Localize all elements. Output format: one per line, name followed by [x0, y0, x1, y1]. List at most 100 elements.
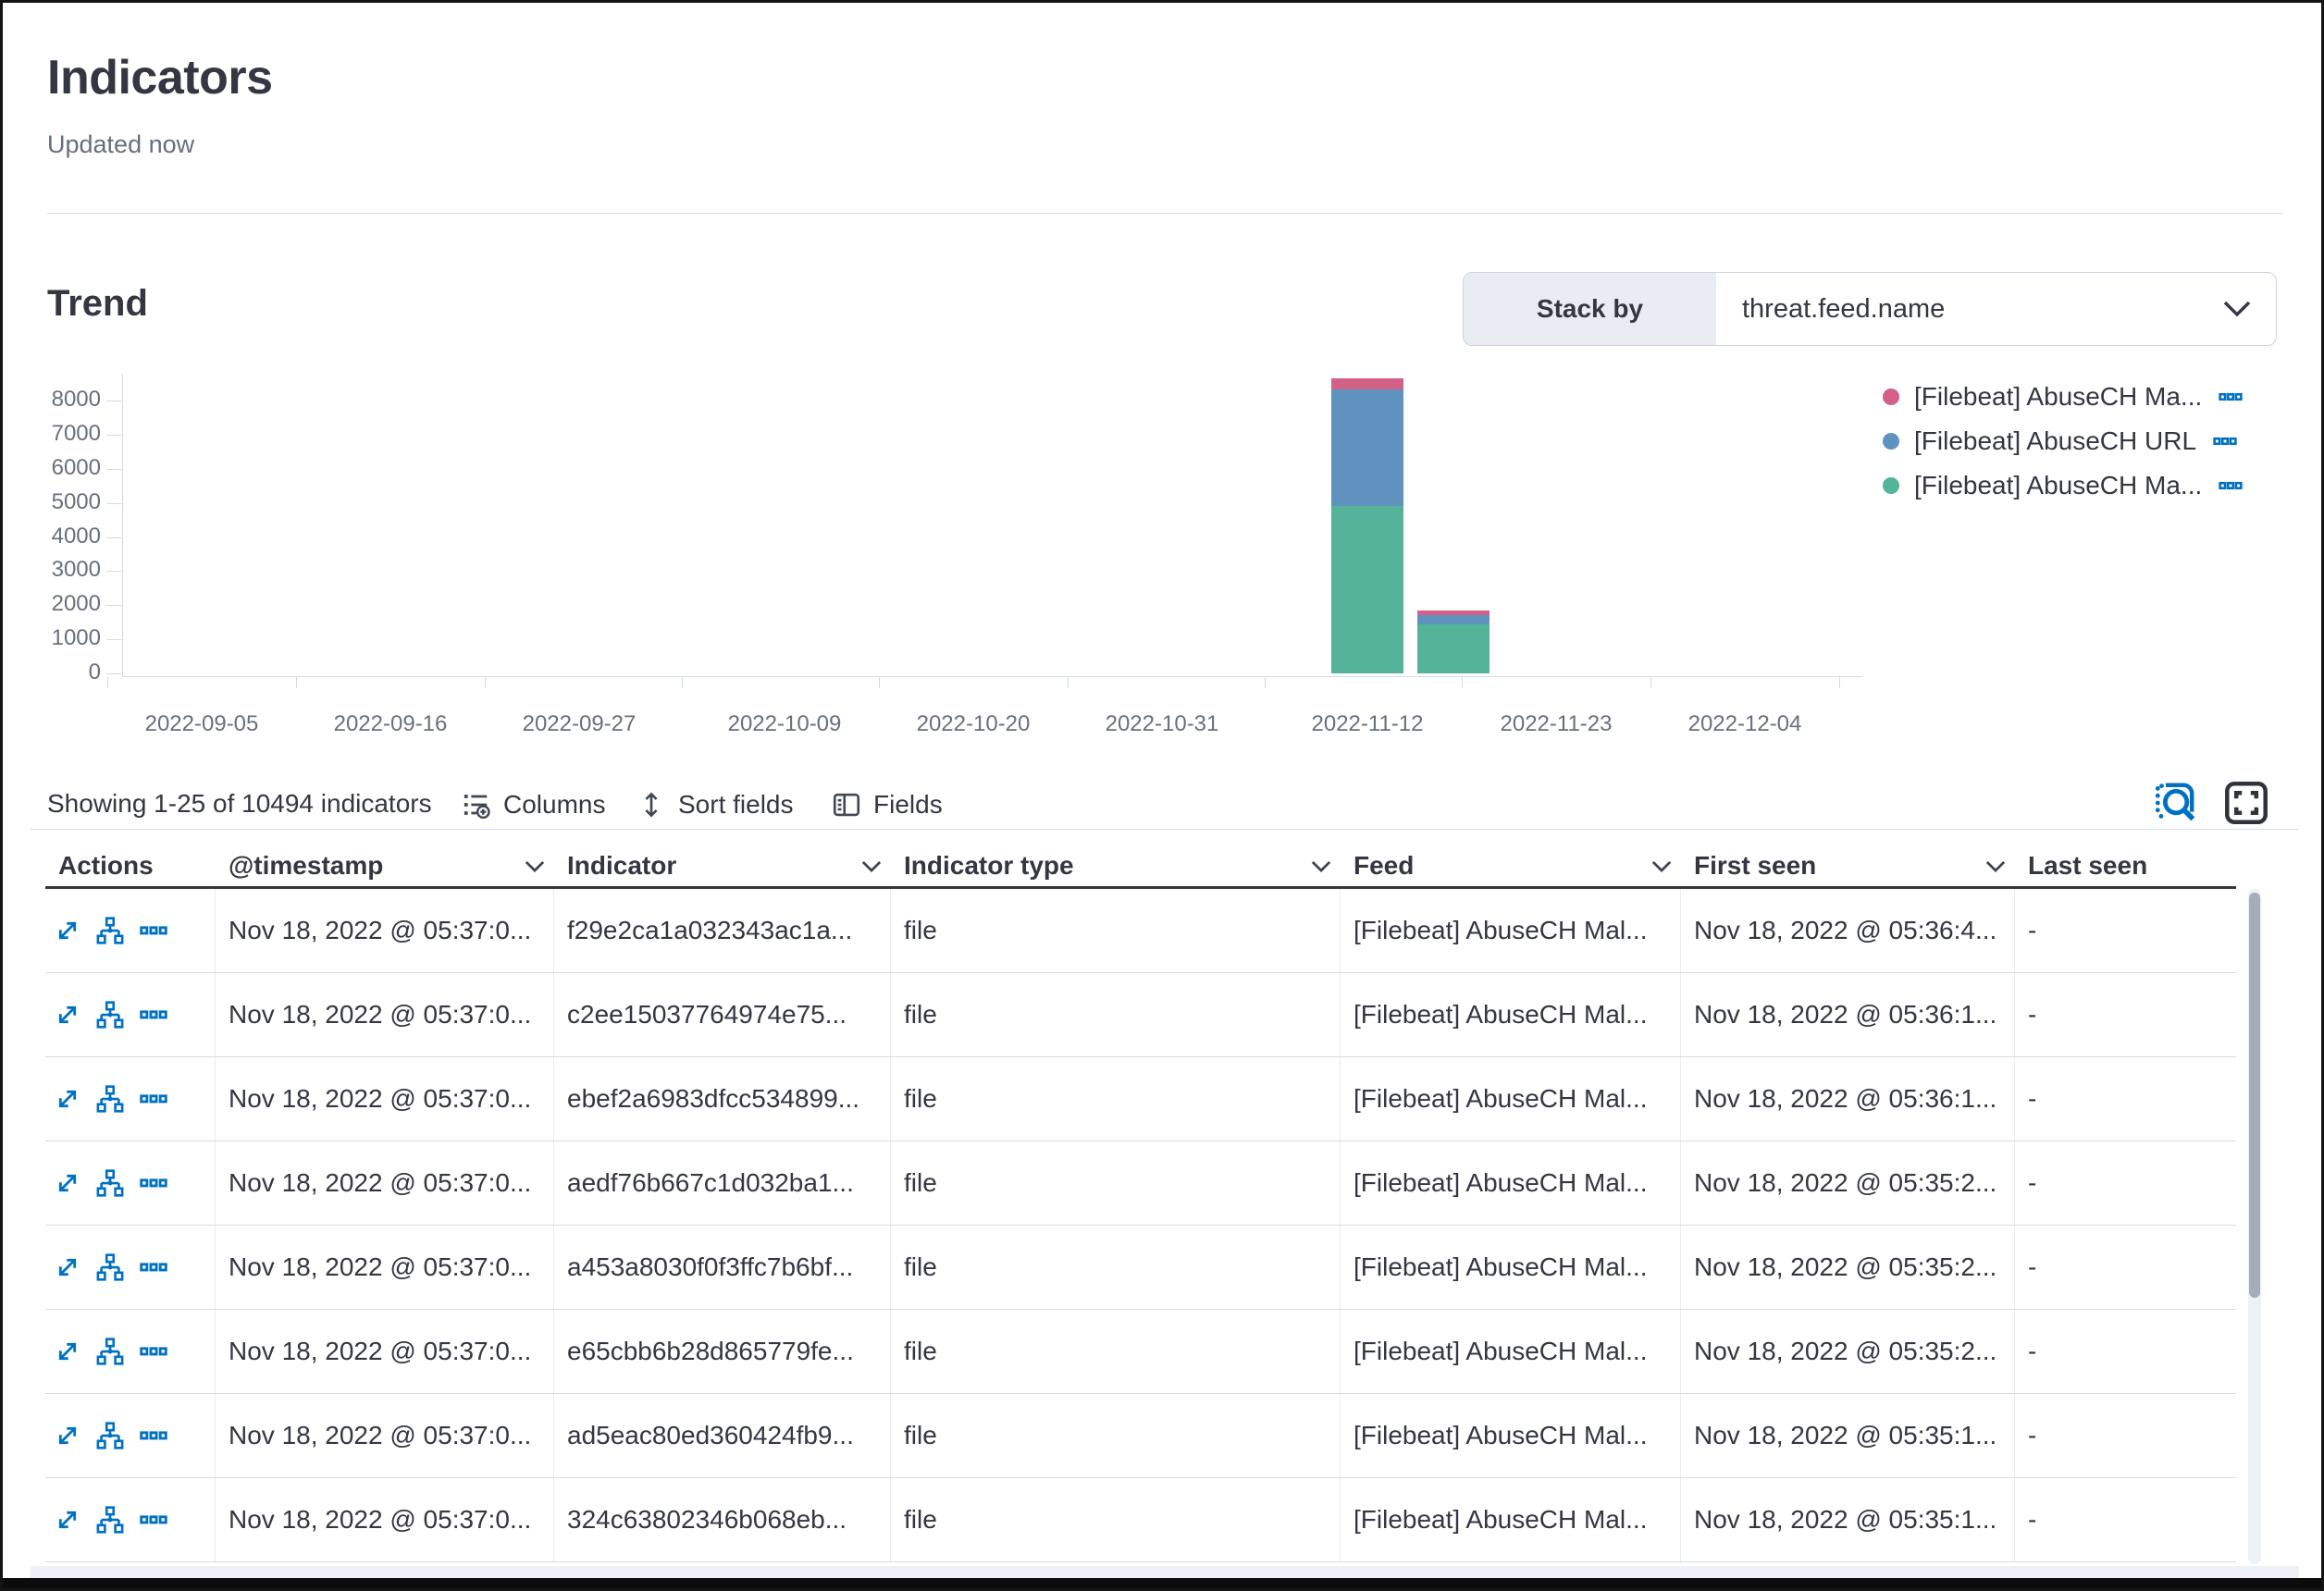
more-actions-icon[interactable]: [140, 1085, 167, 1113]
stack-by-select[interactable]: threat.feed.name: [1716, 273, 2276, 345]
x-axis-tick: [296, 677, 297, 688]
toolbar-divider: [31, 829, 2299, 830]
add-to-timeline-icon[interactable]: [96, 1253, 124, 1281]
cell-first-seen: Nov 18, 2022 @ 05:35:2...: [1681, 1310, 2015, 1393]
bar-segment[interactable]: [1331, 388, 1403, 507]
more-actions-icon[interactable]: [140, 1422, 167, 1449]
legend-color-dot: [1883, 477, 1899, 494]
more-actions-icon[interactable]: [140, 1506, 167, 1534]
stack-by-selected-value: threat.feed.name: [1742, 293, 1946, 324]
cell-first-seen: Nov 18, 2022 @ 05:36:4...: [1681, 889, 2015, 972]
bar-segment[interactable]: [1331, 506, 1403, 673]
columns-button[interactable]: Columns: [463, 784, 605, 825]
open-details-icon[interactable]: [55, 1423, 80, 1449]
cell-indicator-type: file: [891, 1141, 1341, 1225]
y-axis-tick-label: 7000: [51, 420, 101, 446]
column-header-indicator[interactable]: Indicator: [554, 845, 891, 886]
add-to-timeline-icon[interactable]: [96, 1169, 124, 1197]
y-axis-tick-label: 6000: [51, 454, 101, 480]
cell-indicator: c2ee15037764974e75...: [554, 973, 891, 1056]
more-actions-icon[interactable]: [2213, 429, 2237, 453]
cell-last-seen: -: [2028, 1168, 2037, 1197]
more-actions-icon[interactable]: [140, 1338, 167, 1365]
add-to-timeline-icon[interactable]: [96, 917, 124, 944]
y-axis-tick: [106, 536, 121, 538]
inspect-button[interactable]: [2151, 780, 2197, 826]
row-actions-cell: [45, 1226, 216, 1309]
cell-last-seen: -: [2028, 916, 2037, 944]
more-actions-icon[interactable]: [140, 1253, 167, 1281]
stack-by-control: Stack by threat.feed.name: [1463, 272, 2277, 346]
column-header-actions: Actions: [45, 845, 216, 886]
cell-indicator-type: file: [891, 1394, 1341, 1477]
table-row: Nov 18, 2022 @ 05:37:0... f29e2ca1a032343…: [45, 889, 2236, 973]
open-details-icon[interactable]: [55, 918, 80, 944]
y-axis-tick: [106, 502, 121, 504]
chevron-down-icon[interactable]: [525, 860, 545, 872]
x-axis-tick: [1068, 677, 1069, 688]
x-axis-tick-label: 2022-09-27: [522, 711, 637, 736]
header-divider: [47, 213, 2282, 214]
row-actions-cell: [45, 889, 216, 972]
legend-item: [Filebeat] AbuseCH Ma...: [1883, 463, 2243, 508]
more-actions-icon[interactable]: [140, 1001, 167, 1029]
chevron-down-icon[interactable]: [1651, 860, 1672, 872]
add-to-timeline-icon[interactable]: [96, 1338, 124, 1365]
more-actions-icon[interactable]: [140, 917, 167, 944]
y-axis-tick-label: 0: [88, 660, 101, 684]
more-actions-icon[interactable]: [2219, 474, 2243, 498]
cell-indicator-type: file: [891, 1057, 1341, 1141]
x-axis-tick-label: 2022-12-04: [1687, 711, 1802, 736]
chevron-down-icon[interactable]: [861, 860, 882, 872]
column-header-feed[interactable]: Feed: [1341, 845, 1681, 886]
fullscreen-button[interactable]: [2223, 780, 2269, 826]
add-to-timeline-icon[interactable]: [96, 1506, 124, 1534]
vertical-scrollbar-thumb[interactable]: [2249, 893, 2260, 1298]
legend-item-label[interactable]: [Filebeat] AbuseCH Ma...: [1914, 471, 2203, 500]
open-details-icon[interactable]: [55, 1507, 80, 1533]
add-to-timeline-icon[interactable]: [96, 1085, 124, 1113]
bar-segment[interactable]: [1417, 623, 1490, 673]
x-axis-tick-label: 2022-11-12: [1311, 711, 1424, 736]
x-axis-tick: [485, 677, 486, 688]
trend-section-title: Trend: [47, 283, 148, 325]
chart-legend: [Filebeat] AbuseCH Ma... [Filebeat] Abuse…: [1883, 375, 2243, 508]
open-details-icon[interactable]: [55, 1170, 80, 1196]
table-row: Nov 18, 2022 @ 05:37:0... ebef2a6983dfcc5…: [45, 1057, 2236, 1141]
open-details-icon[interactable]: [55, 1002, 80, 1028]
x-axis-tick: [1265, 677, 1266, 688]
x-axis-tick-label: 2022-10-31: [1105, 711, 1219, 736]
x-axis-tick: [879, 677, 880, 688]
column-header-label: First seen: [1694, 851, 1817, 880]
add-to-timeline-icon[interactable]: [96, 1001, 124, 1029]
legend-item: [Filebeat] AbuseCH URL: [1883, 419, 2243, 463]
chevron-down-icon[interactable]: [1311, 860, 1331, 872]
legend-item-label[interactable]: [Filebeat] AbuseCH Ma...: [1914, 382, 2203, 411]
cell-indicator: a453a8030f0f3ffc7b6bf...: [554, 1226, 891, 1309]
sort-fields-button[interactable]: Sort fields: [637, 784, 794, 825]
column-header-first-seen[interactable]: First seen: [1681, 845, 2015, 886]
x-axis-tick: [107, 677, 108, 688]
column-header-label: Actions: [58, 851, 154, 880]
horizontal-scrollbar-track[interactable]: [31, 1566, 2299, 1579]
fields-button[interactable]: Fields: [833, 784, 943, 825]
y-axis-tick-label: 5000: [51, 488, 101, 514]
open-details-icon[interactable]: [55, 1086, 80, 1112]
cell-last-seen: -: [2028, 1337, 2037, 1365]
cell-indicator-type: file: [891, 973, 1341, 1056]
chevron-down-icon[interactable]: [1985, 860, 2006, 872]
bar-segment[interactable]: [1417, 610, 1490, 615]
open-details-icon[interactable]: [55, 1338, 80, 1364]
table-row: Nov 18, 2022 @ 05:37:0... a453a8030f0f3ff…: [45, 1226, 2236, 1310]
column-header--timestamp[interactable]: @timestamp: [216, 845, 554, 886]
legend-item-label[interactable]: [Filebeat] AbuseCH URL: [1914, 426, 2197, 455]
open-details-icon[interactable]: [55, 1254, 80, 1280]
bar-segment[interactable]: [1417, 614, 1490, 624]
bar-segment[interactable]: [1331, 377, 1403, 389]
x-axis-tick-label: 2022-11-23: [1500, 711, 1613, 736]
column-header-indicator-type[interactable]: Indicator type: [891, 845, 1341, 886]
more-actions-icon[interactable]: [140, 1169, 167, 1197]
more-actions-icon[interactable]: [2219, 385, 2243, 409]
add-to-timeline-icon[interactable]: [96, 1422, 124, 1449]
